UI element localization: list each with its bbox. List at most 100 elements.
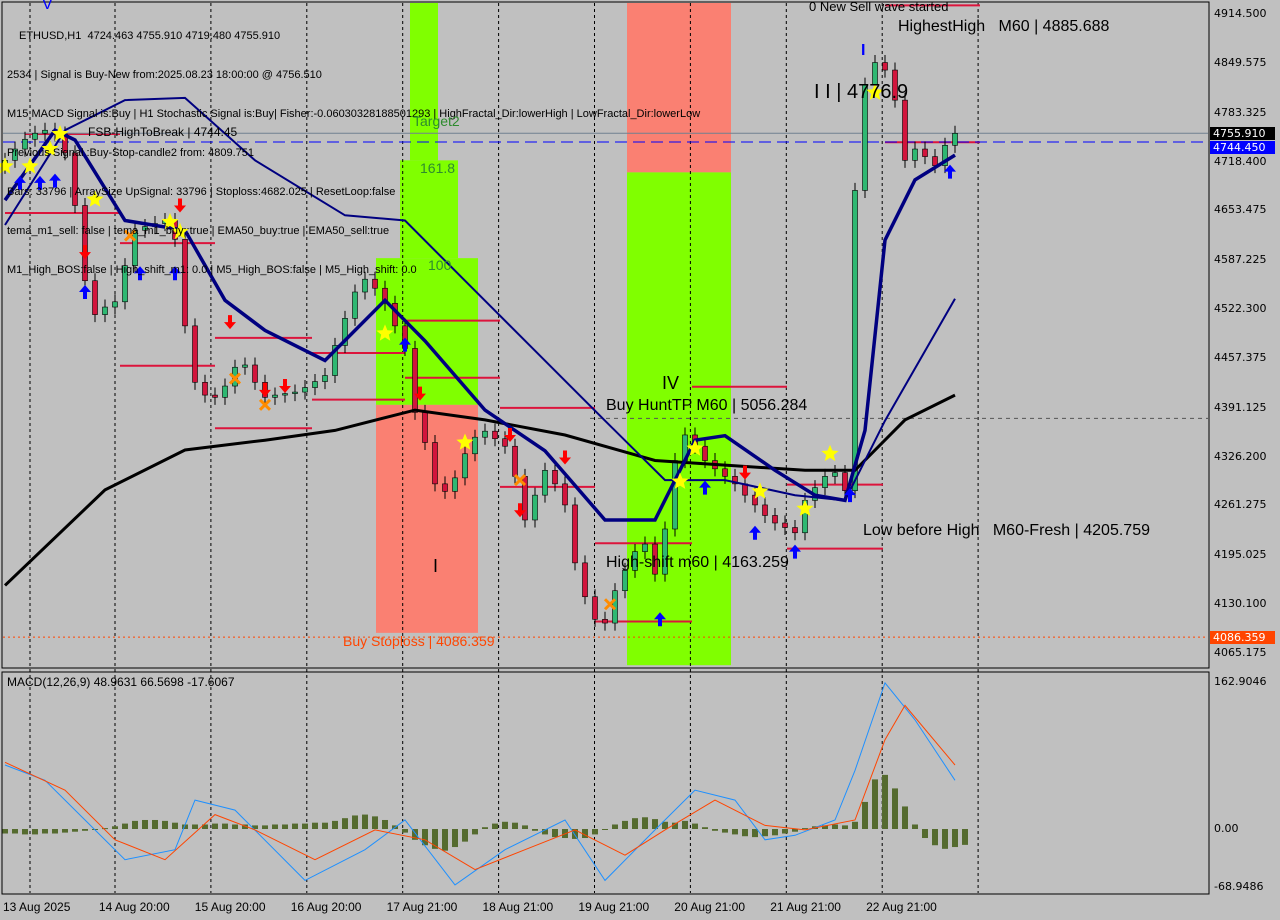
- time-tick-label: 15 Aug 20:00: [194, 900, 266, 914]
- star-icon: [376, 324, 394, 341]
- macd-histogram-bar: [872, 779, 878, 829]
- macd-histogram-bar: [212, 823, 218, 829]
- macd-histogram-bar: [102, 828, 108, 830]
- macd-histogram-bar: [542, 829, 548, 835]
- macd-tick-label: 0.00: [1214, 822, 1239, 835]
- bull-candle: [122, 265, 128, 303]
- macd-histogram-bar: [862, 801, 868, 829]
- bear-candle: [502, 438, 508, 447]
- price-tick-label: 4522.300: [1214, 302, 1267, 316]
- bull-candle: [622, 570, 628, 592]
- macd-histogram-bar: [792, 829, 798, 832]
- time-tick-label: 13 Aug 2025: [3, 900, 71, 914]
- up-arrow-icon: [134, 266, 146, 281]
- macd-histogram-bar: [162, 820, 168, 829]
- macd-histogram-bar: [72, 829, 78, 832]
- info-line-tema: tema_m1_sell: false | tema_m1_buy::true …: [7, 225, 390, 237]
- price-tick-label: 4653.475: [1214, 203, 1267, 217]
- macd-histogram-bar: [462, 829, 468, 842]
- macd-histogram-bar: [962, 829, 968, 845]
- time-tick-label: 20 Aug 21:00: [674, 900, 746, 914]
- cross-icon: [603, 598, 617, 611]
- star-icon: [821, 444, 839, 462]
- time-tick-label: 21 Aug 21:00: [770, 900, 841, 914]
- down-arrow-icon: [414, 386, 426, 401]
- macd-histogram-bar: [522, 825, 528, 829]
- bear-candle: [732, 476, 738, 485]
- price-tick-label: 4718.400: [1214, 154, 1267, 168]
- macd-histogram-bar: [352, 815, 358, 829]
- macd-histogram-bar: [342, 818, 348, 829]
- macd-histogram-bar: [442, 829, 448, 851]
- bull-candle: [482, 430, 488, 438]
- cross-icon: [123, 229, 137, 242]
- chart-frame: [1, 1, 1210, 895]
- macd-histogram-bar: [572, 829, 578, 839]
- macd-histogram-bar: [242, 824, 248, 829]
- down-arrow-icon: [514, 503, 526, 518]
- macd-histogram-bar: [882, 774, 888, 829]
- bear-candle: [762, 504, 768, 516]
- wave-iv-label: IV: [662, 373, 680, 393]
- macd-histogram-bar: [32, 829, 38, 835]
- macd-histogram-bar: [762, 829, 768, 837]
- up-arrow-icon: [944, 164, 956, 179]
- bear-candle: [782, 522, 788, 528]
- price-marker-label: 4086.359: [1210, 631, 1275, 645]
- macd-line: [4, 681, 956, 886]
- macd-histogram-bar: [582, 829, 588, 839]
- bear-candle: [422, 412, 428, 443]
- high-shift-label: High-shift m60 | 4163.259: [606, 554, 789, 571]
- bull-candle: [22, 138, 28, 150]
- up-arrow-icon: [789, 544, 801, 559]
- macd-histogram-bar: [52, 829, 58, 834]
- macd-histogram-bar: [922, 829, 928, 839]
- bear-candle: [192, 325, 198, 383]
- macd-histogram-bar: [692, 823, 698, 829]
- bear-candle: [182, 239, 188, 327]
- macd-histogram-bar: [132, 820, 138, 829]
- star-icon: [456, 433, 474, 450]
- fsb-label: FSB-HighToBreak | 4744.45: [88, 125, 238, 139]
- macd-histogram-bar: [602, 829, 608, 830]
- down-arrow-icon: [279, 379, 291, 394]
- macd-histogram-bar: [492, 823, 498, 829]
- price-tick-label: 4326.200: [1214, 449, 1267, 463]
- macd-histogram-bar: [652, 819, 658, 829]
- bull-candle: [852, 190, 858, 491]
- indicator-info: ETHUSD,H1 4724.463 4755.910 4719.480 475…: [7, 4, 700, 290]
- bear-candle: [442, 483, 448, 492]
- macd-histogram-bar: [642, 817, 648, 829]
- macd-histogram-bar: [22, 829, 28, 835]
- wave-iii-label: I I | 4776.9: [814, 81, 909, 103]
- macd-histogram-bar: [2, 829, 8, 834]
- macd-histogram-bar: [122, 823, 128, 829]
- macd-histogram-bar: [752, 829, 758, 838]
- new-sell-wave-label: 0 New Sell wave started: [809, 0, 949, 14]
- macd-histogram-bar: [312, 822, 318, 829]
- macd-histogram-bar: [292, 823, 298, 829]
- bull-candle: [452, 477, 458, 492]
- time-tick-label: 14 Aug 20:00: [98, 900, 170, 914]
- bull-candle: [312, 381, 318, 388]
- bull-candle: [102, 306, 108, 315]
- bull-candle: [292, 391, 298, 394]
- up-arrow-icon: [699, 480, 711, 495]
- macd-histogram-bar: [902, 806, 908, 829]
- macd-histogram-bar: [712, 829, 718, 831]
- bear-candle: [212, 394, 218, 398]
- bull-candle: [642, 543, 648, 552]
- fib-161-label: 161.8: [420, 160, 456, 176]
- macd-histogram-bar: [592, 829, 598, 835]
- macd-histogram-bar: [772, 829, 778, 836]
- star-icon: [866, 83, 884, 100]
- macd-histogram-bar: [422, 829, 428, 846]
- up-arrow-icon: [14, 175, 26, 190]
- up-arrow-icon: [844, 488, 856, 503]
- target2-label: Target2: [413, 113, 460, 129]
- bull-candle: [342, 318, 348, 346]
- bear-candle: [842, 472, 848, 491]
- macd-histogram-bar: [302, 823, 308, 829]
- bear-candle: [882, 62, 888, 71]
